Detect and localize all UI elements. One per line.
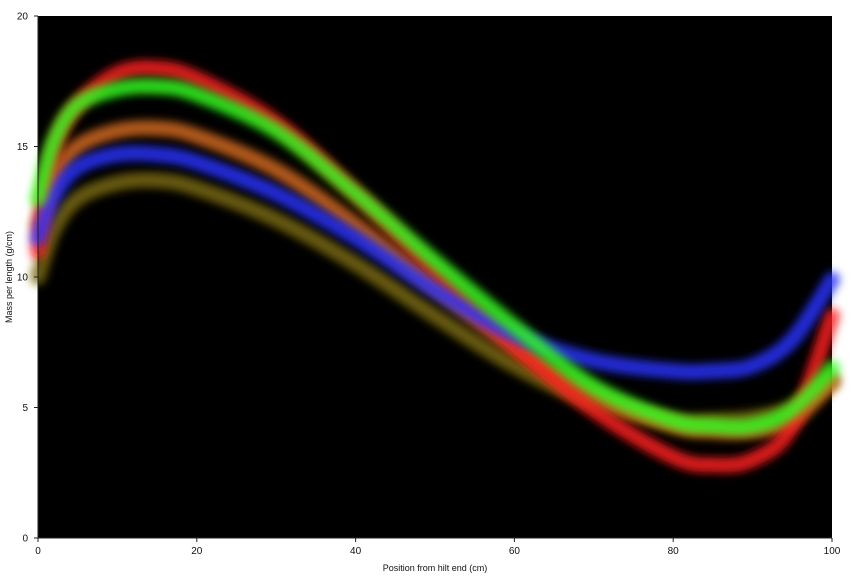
- y-tick-label: 20: [17, 12, 29, 23]
- x-tick-label: 40: [350, 546, 362, 557]
- series-layer: [29, 58, 841, 475]
- x-tick-label: 0: [35, 546, 41, 557]
- y-tick-label: 0: [22, 534, 28, 545]
- axes-layer: 0 20 40 60 80 100 0 5 10 15 20: [17, 12, 841, 558]
- x-tick-label: 100: [824, 546, 841, 557]
- y-tick-label: 10: [17, 273, 29, 284]
- x-tick-label: 60: [509, 546, 521, 557]
- y-tick-label: 5: [22, 403, 28, 414]
- y-tick-label: 15: [17, 142, 29, 153]
- x-tick-label: 20: [191, 546, 203, 557]
- x-tick-label: 80: [668, 546, 680, 557]
- series-green-line: [34, 82, 836, 431]
- series-blue-line: [34, 149, 836, 376]
- x-axis-label: Position from hilt end (cm): [383, 563, 488, 573]
- y-axis-label: Mass per length (g/cm): [4, 231, 14, 323]
